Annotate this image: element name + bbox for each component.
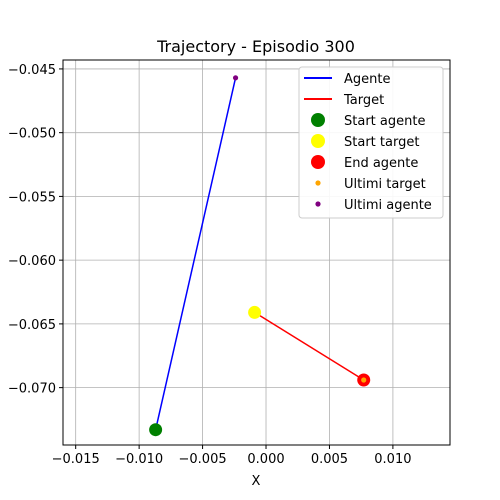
y-tick-label: −0.070 bbox=[8, 382, 56, 397]
legend-label: Agente bbox=[344, 72, 390, 87]
y-tick-label: −0.045 bbox=[8, 63, 56, 78]
x-tick-label: 0.005 bbox=[311, 452, 348, 467]
legend: Agente Target Start agente Start target End … bbox=[298, 66, 444, 219]
legend-swatch bbox=[311, 134, 325, 148]
legend-label: Target bbox=[343, 93, 384, 108]
plot-data bbox=[149, 75, 371, 437]
marker-ultimi-target bbox=[361, 377, 367, 383]
series-line-target bbox=[254, 311, 365, 381]
legend-label: Ultimi agente bbox=[344, 198, 432, 213]
legend-label: Start target bbox=[344, 135, 419, 150]
series-line-agente bbox=[154, 77, 237, 430]
x-axis-label: X bbox=[252, 474, 261, 489]
plot-frame bbox=[62, 59, 451, 446]
x-tick-label: 0.010 bbox=[374, 452, 411, 467]
x-tick-label: −0.010 bbox=[115, 452, 163, 467]
chart-title: Trajectory - Episodio 300 bbox=[156, 37, 355, 56]
x-tick-label: −0.005 bbox=[179, 452, 227, 467]
marker-ultimi-agente bbox=[232, 75, 239, 81]
legend-swatch bbox=[315, 201, 321, 207]
axis-ticks: −0.015 −0.010 −0.005 0.000 0.005 0.010 −0.045 −… bbox=[8, 63, 412, 467]
y-tick-label: −0.050 bbox=[8, 127, 56, 142]
marker-start-target bbox=[248, 305, 262, 319]
legend-box bbox=[298, 66, 444, 219]
legend-swatch bbox=[311, 155, 325, 169]
y-tick-label: −0.065 bbox=[8, 318, 56, 333]
legend-label: Start agente bbox=[344, 114, 425, 129]
x-tick-label: 0.000 bbox=[247, 452, 284, 467]
legend-label: Ultimi target bbox=[344, 177, 426, 192]
legend-label: End agente bbox=[344, 156, 418, 171]
x-tick-label: −0.015 bbox=[52, 452, 100, 467]
legend-swatch bbox=[311, 113, 325, 127]
legend-swatch bbox=[315, 180, 321, 186]
y-tick-label: −0.060 bbox=[8, 254, 56, 269]
marker-start-agente bbox=[149, 423, 163, 437]
y-tick-label: −0.055 bbox=[8, 190, 56, 205]
